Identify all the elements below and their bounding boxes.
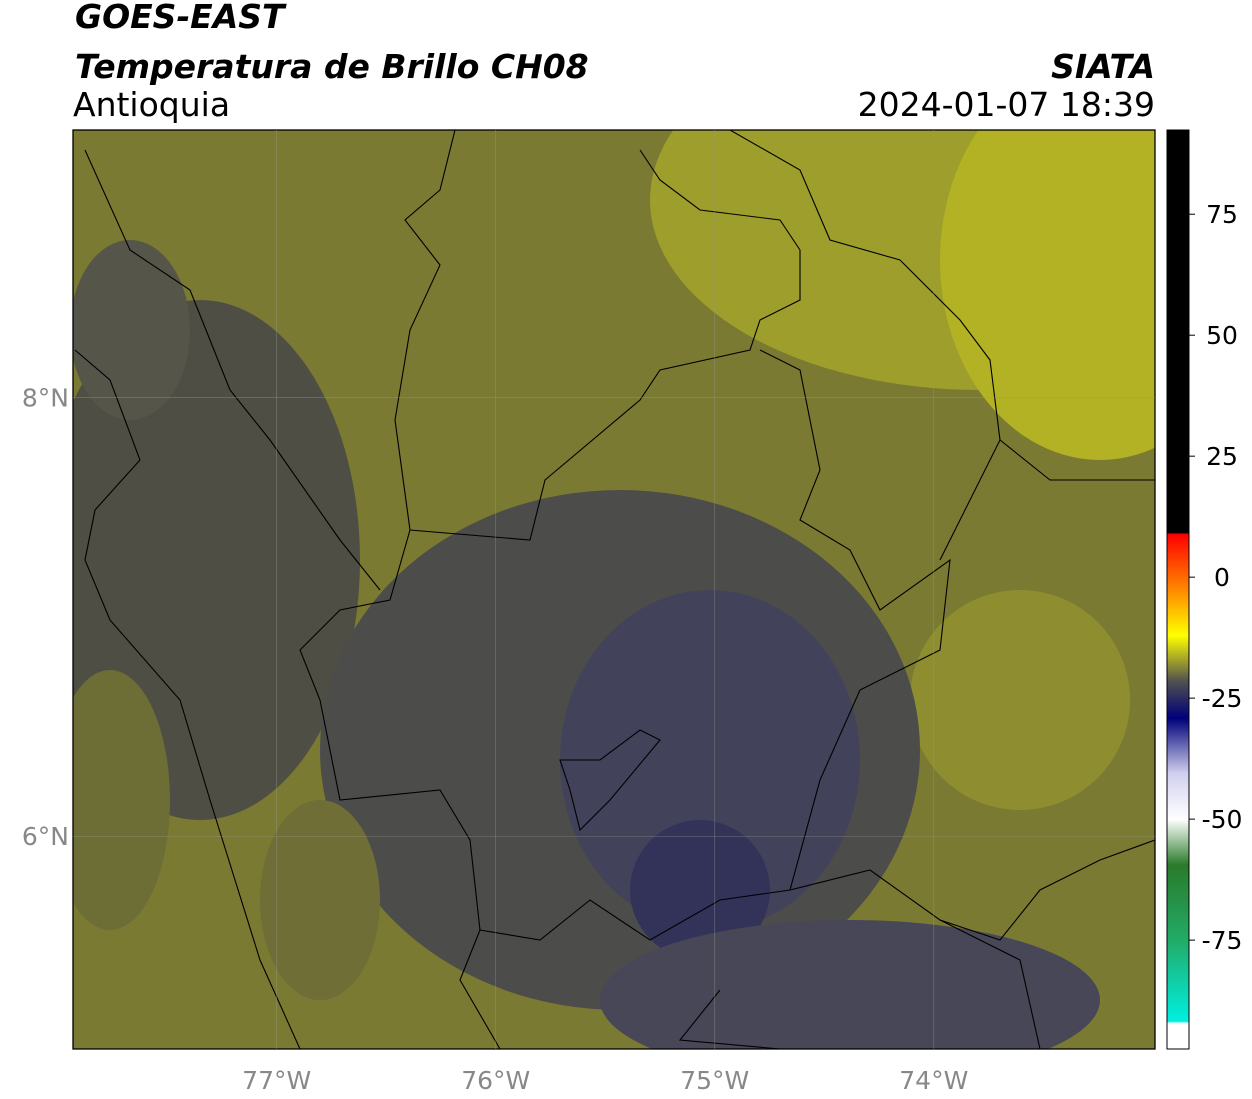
colorbar-label: 0 [1214,563,1230,592]
lat-label: 6°N [22,822,69,851]
lon-label: 76°W [461,1066,530,1095]
colorbar-label: -25 [1202,684,1243,713]
boundaries [74,130,1155,1049]
colorbar [1166,129,1190,1050]
satellite-image [73,130,1155,1049]
colorbar-label: -50 [1202,805,1243,834]
title: GOES-EAST [75,0,287,36]
subtitle: Temperatura de Brillo CH08 [75,47,589,86]
map-frame [72,129,1156,1050]
region: Antioquia [73,85,230,124]
colorbar-label: -75 [1202,926,1243,955]
lat-label: 8°N [22,384,69,413]
colorbar-label: 50 [1206,321,1238,350]
lon-label: 75°W [680,1066,749,1095]
source: SIATA [1051,47,1155,86]
lon-label: 74°W [899,1066,968,1095]
timestamp: 2024-01-07 18:39 [858,85,1155,124]
colorbar-label: 25 [1206,442,1238,471]
colorbar-label: 75 [1206,200,1238,229]
lon-label: 77°W [242,1066,311,1095]
